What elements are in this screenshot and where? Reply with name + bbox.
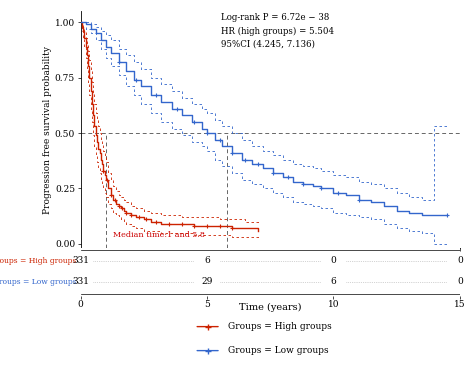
Text: Log-rank P = 6.72e − 38
HR (high groups) = 5.504
95%CI (4.245, 7.136): Log-rank P = 6.72e − 38 HR (high groups)… (221, 13, 334, 49)
Text: 6: 6 (330, 277, 336, 286)
Text: Median time:1 and 5.8: Median time:1 and 5.8 (113, 231, 205, 239)
Text: 331: 331 (72, 277, 89, 286)
Y-axis label: Progression free survival probability: Progression free survival probability (43, 46, 52, 214)
Text: Groups = High groups: Groups = High groups (0, 257, 77, 265)
Text: Groups = Low groups: Groups = Low groups (228, 346, 329, 355)
Text: Groups = Low groups: Groups = Low groups (0, 277, 77, 286)
Text: Groups = High groups: Groups = High groups (228, 322, 332, 331)
Text: 6: 6 (204, 256, 210, 265)
Text: 331: 331 (72, 256, 89, 265)
Text: 0: 0 (457, 277, 463, 286)
Text: Time (years): Time (years) (239, 302, 301, 312)
Text: 0: 0 (457, 256, 463, 265)
Text: 29: 29 (201, 277, 213, 286)
Text: 0: 0 (330, 256, 336, 265)
